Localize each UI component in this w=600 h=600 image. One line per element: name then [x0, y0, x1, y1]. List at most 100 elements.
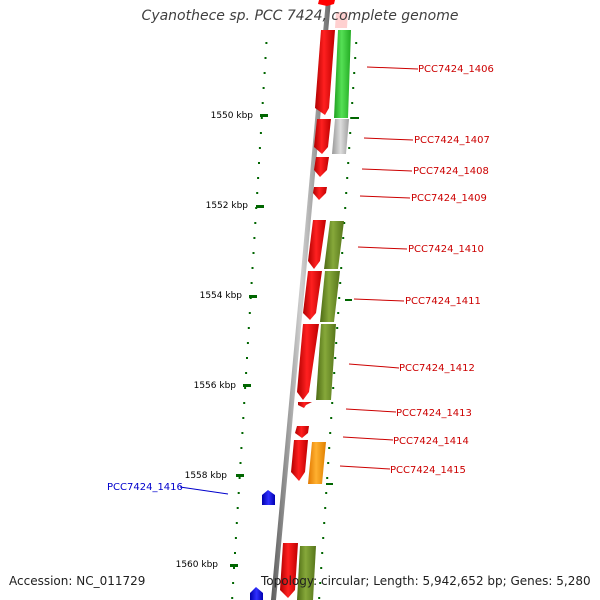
track-dot [343, 222, 346, 224]
track-dot [251, 267, 254, 269]
gene-label-1412[interactable]: PCC7424_1412 [399, 363, 475, 374]
track-dot [247, 327, 250, 329]
gene-arrow-1414[interactable] [295, 426, 309, 438]
gene-arrow-1409[interactable] [313, 187, 327, 200]
track-dot [318, 597, 321, 599]
gene-arrow-1410[interactable] [308, 220, 326, 269]
track-dot [265, 42, 268, 44]
gene-label-1407[interactable]: PCC7424_1407 [414, 135, 490, 146]
track-dot [234, 537, 237, 539]
gene-label-1406[interactable]: PCC7424_1406 [418, 64, 494, 75]
gene-arrow-1411[interactable] [303, 271, 322, 320]
track-dot [264, 57, 267, 59]
track-dot [258, 162, 260, 164]
track-dot [344, 207, 347, 209]
accession-text: Accession: NC_011729 [9, 574, 146, 588]
track-dot [233, 567, 235, 569]
ruler-tick-1554 [249, 295, 257, 298]
forward-genes [280, 30, 335, 598]
genome-backbone [271, 0, 331, 600]
track-dot [246, 342, 249, 344]
track-dot [248, 312, 251, 314]
track-dot [335, 342, 338, 344]
track-dot [231, 597, 234, 599]
track-dot [250, 282, 253, 284]
track-dot [241, 432, 244, 434]
ruler-tick-1556 [243, 384, 251, 387]
gene-arrow-1408[interactable] [314, 157, 329, 177]
ruler-tick-1552 [256, 205, 264, 208]
track-dot [234, 552, 236, 554]
gene-arrow-1415[interactable] [291, 440, 308, 481]
dotted-tracks [231, 42, 358, 599]
gene-label-1410[interactable]: PCC7424_1410 [408, 244, 484, 255]
cog-bar-1410 [324, 221, 344, 269]
gene-label-1408[interactable]: PCC7424_1408 [413, 166, 489, 177]
cog-bar-1407 [332, 119, 349, 154]
track-dot [235, 522, 238, 524]
track-dot [337, 312, 340, 314]
gene-arrow-1416[interactable] [262, 490, 275, 505]
track-dot [346, 177, 349, 179]
track-dot [246, 357, 248, 359]
cog-category-track [297, 30, 351, 600]
track-dot [257, 177, 260, 179]
track-dot [324, 507, 327, 509]
gene-label-1414[interactable]: PCC7424_1414 [393, 436, 469, 447]
track-dot [331, 402, 334, 404]
gene-label-1413[interactable]: PCC7424_1413 [396, 408, 472, 419]
track-dot [252, 252, 255, 254]
track-dot [341, 252, 344, 254]
ruler [230, 114, 268, 567]
track-dot [328, 447, 331, 449]
ruler-label-1552: 1552 kbp [206, 201, 249, 211]
track-dot [350, 117, 353, 119]
gene-arrow-1413[interactable] [298, 402, 312, 408]
cog-bar-bottom [297, 546, 316, 600]
track-dot [256, 192, 259, 194]
track-dot [339, 282, 342, 284]
track-dot [258, 147, 261, 149]
track-dot [353, 72, 356, 74]
genome-summary-text: Topology: circular; Length: 5,942,652 bp… [261, 574, 591, 588]
track-dot [338, 297, 341, 299]
cog-bar-1406 [334, 30, 351, 118]
track-dot [340, 267, 343, 269]
track-dot [259, 132, 262, 134]
track-dot [334, 357, 337, 359]
track-dot [322, 537, 325, 539]
track-dot [332, 387, 335, 389]
cog-bar-1411 [320, 271, 340, 322]
gene-arrow-1406[interactable] [315, 30, 335, 115]
track-dot [351, 102, 354, 104]
track-dot [345, 192, 348, 194]
label-leader-lines [179, 66, 419, 495]
track-dot [320, 567, 323, 569]
track-dot [239, 462, 242, 464]
gene-label-1409[interactable]: PCC7424_1409 [411, 193, 487, 204]
ruler-label-1550: 1550 kbp [211, 111, 254, 121]
gene-label-1411[interactable]: PCC7424_1411 [405, 296, 481, 307]
gene-arrow-bottom[interactable] [280, 543, 298, 598]
gene-arrow-reverse-bottom[interactable] [250, 587, 263, 600]
gene-region-top [335, 12, 348, 28]
gene-arrow-top [318, 0, 335, 6]
track-dot [326, 477, 329, 479]
ruler-tick-1560 [230, 564, 238, 567]
track-dot [236, 507, 239, 509]
track-dot [333, 372, 336, 374]
cog-bar-1415 [308, 442, 326, 484]
track-dot [254, 222, 257, 224]
track-dot [232, 582, 235, 584]
track-dot [349, 132, 352, 134]
ruler-label-1554: 1554 kbp [200, 291, 243, 301]
ruler-tick-1558 [236, 474, 244, 477]
gene-arrow-1407[interactable] [314, 119, 331, 154]
gene-label-1416[interactable]: PCC7424_1416 [107, 482, 183, 493]
track-dot [243, 402, 246, 404]
track-dot [336, 327, 339, 329]
gene-label-1415[interactable]: PCC7424_1415 [390, 465, 466, 476]
gene-arrow-1412[interactable] [297, 324, 319, 400]
